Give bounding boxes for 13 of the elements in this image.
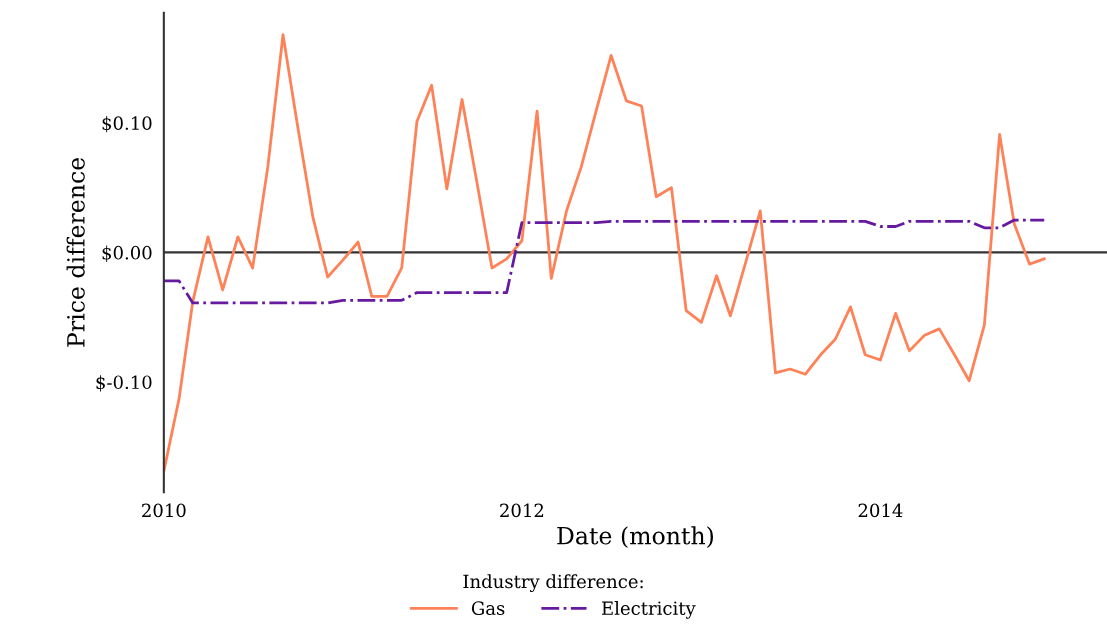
- x-tick-label: 2010: [142, 503, 186, 518]
- y-tick-label: $0.00: [102, 245, 152, 262]
- y-tick-label: $0.10: [102, 115, 152, 133]
- legend-label: Electricity: [601, 601, 696, 619]
- legend-label: Gas: [471, 601, 505, 615]
- line-series: [163, 33, 1046, 473]
- legend-title: Industry difference:: [463, 574, 643, 592]
- x-tick-label: 2014: [858, 503, 903, 518]
- line-series: [163, 218, 1046, 305]
- y-axis-title: Price difference: [66, 157, 85, 347]
- x-tick-label: 2012: [500, 503, 544, 518]
- y-tick-label: $-0.10: [96, 375, 152, 392]
- x-axis-title: Date (month): [557, 526, 713, 548]
